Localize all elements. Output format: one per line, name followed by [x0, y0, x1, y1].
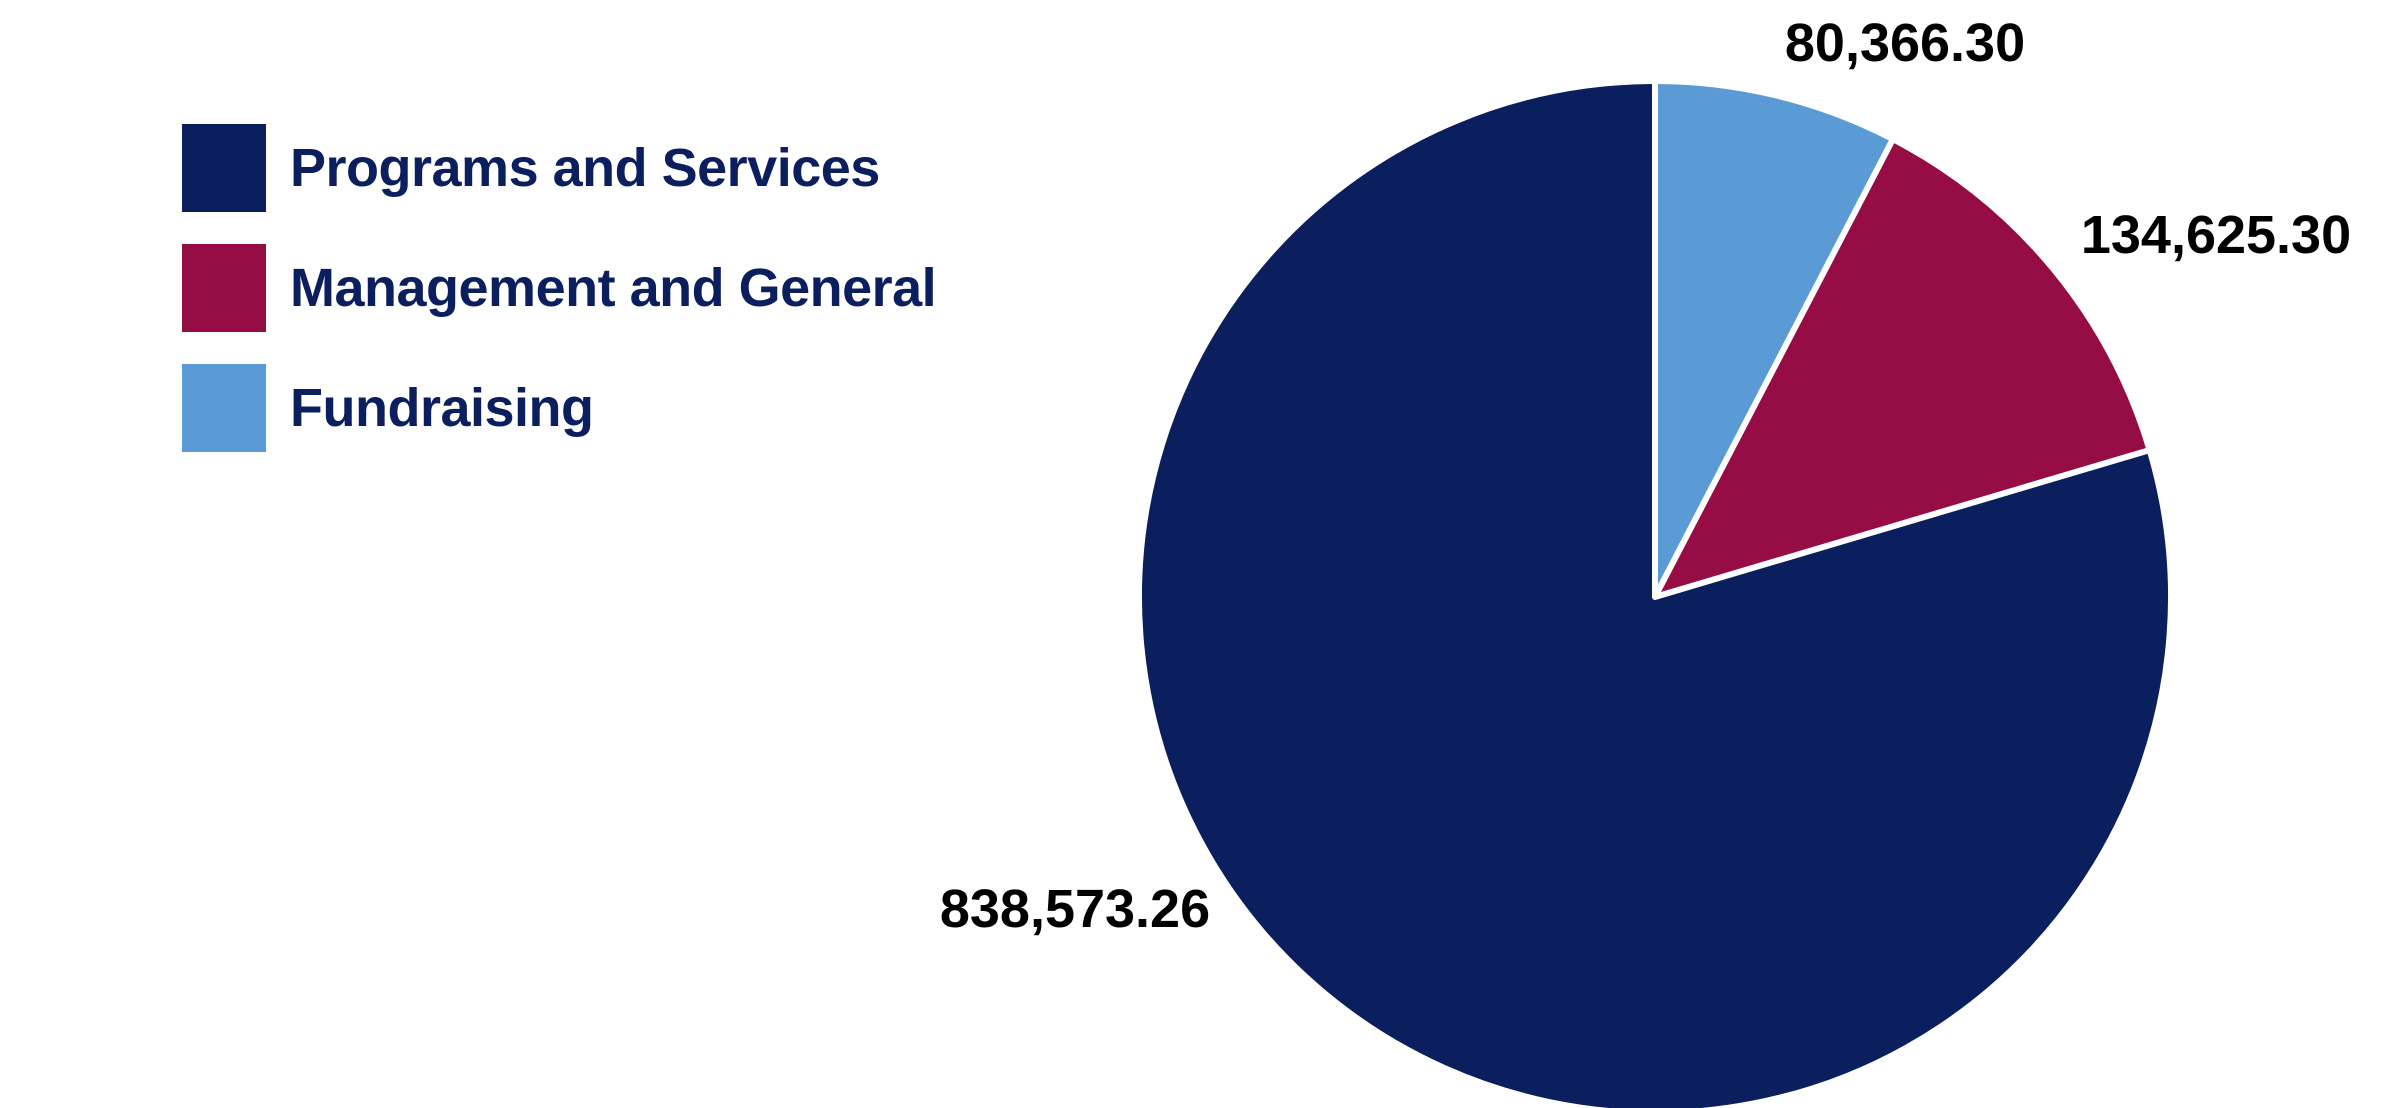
data-label-management-and-general: 134,625.30	[2081, 205, 2351, 265]
legend-label-programs-and-services: Programs and Services	[290, 138, 880, 198]
legend-swatch-programs-and-services	[182, 124, 266, 212]
legend-label-management-and-general: Management and General	[290, 258, 937, 318]
pie-slice-programs-and-services	[1135, 78, 2174, 1108]
pie-slices	[1135, 78, 2174, 1108]
legend-item-programs-and-services: Programs and Services	[182, 124, 936, 212]
legend-item-fundraising: Fundraising	[182, 364, 936, 452]
legend-swatch-management-and-general	[182, 244, 266, 332]
legend-label-fundraising: Fundraising	[290, 378, 594, 438]
pie-slice-management-and-general	[1652, 136, 2153, 600]
chart-legend: Programs and Services Management and Gen…	[182, 124, 937, 484]
data-label-programs-and-services: 838,573.26	[940, 879, 1210, 939]
legend-swatch-fundraising	[182, 364, 266, 452]
pie-slice-fundraising	[1652, 78, 1896, 600]
pie-data-labels: 80,366.30 134,625.30 838,573.26	[940, 13, 2351, 939]
data-label-fundraising: 80,366.30	[1785, 13, 2025, 73]
legend-item-management-and-general: Management and General	[182, 244, 937, 332]
